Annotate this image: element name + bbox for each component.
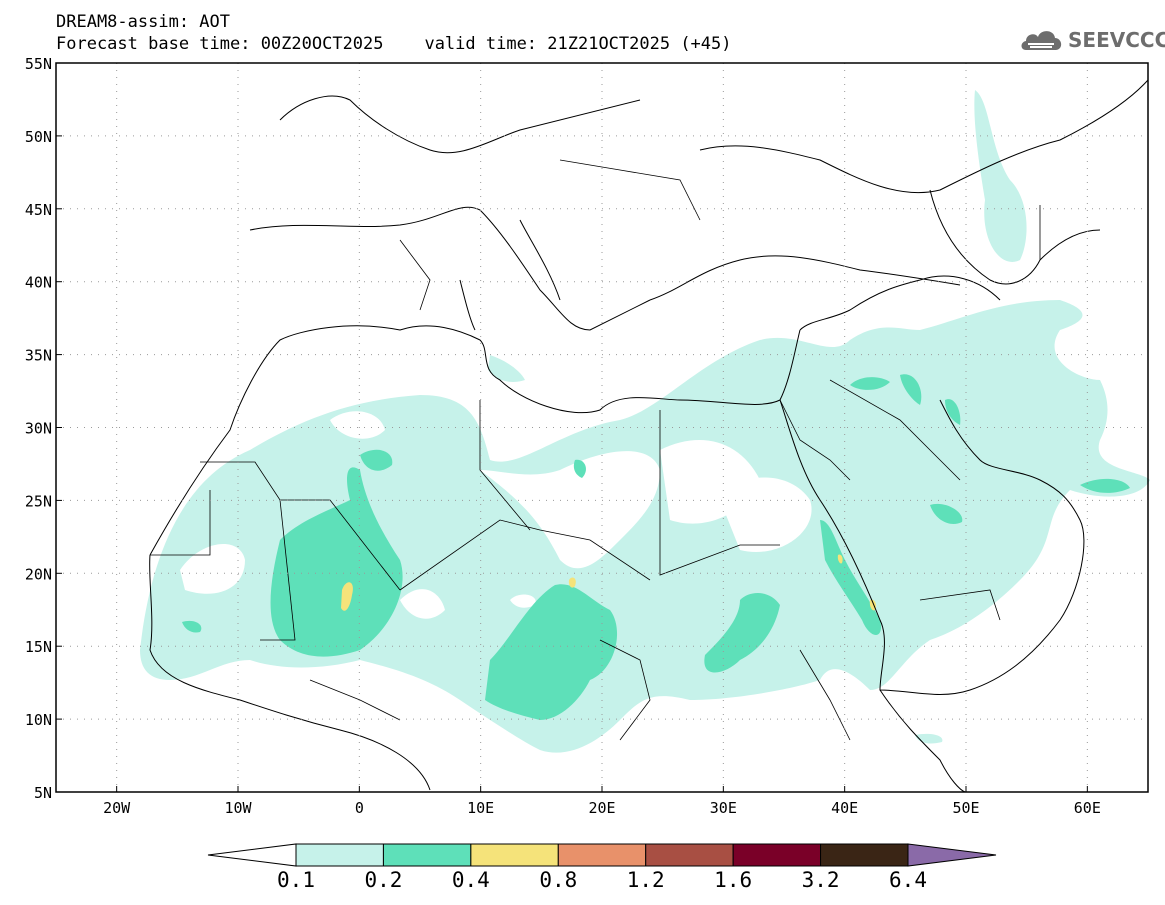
colorbar-label: 0.4 <box>451 868 490 892</box>
colorbar-cell <box>382 843 472 867</box>
country-borders <box>150 159 1041 741</box>
coastlines <box>149 79 1149 793</box>
lat-tick-label: 30N <box>25 420 52 438</box>
colorbar-over-arrow <box>907 843 997 867</box>
colorbar-under-arrow <box>207 843 297 867</box>
lon-tick-label: 40E <box>831 799 858 817</box>
lon-tick-label: 20E <box>588 799 615 817</box>
colorbar-label: 1.6 <box>714 868 753 892</box>
colorbar-label: 0.1 <box>277 868 315 892</box>
seevccc-logo: SEEVCCC <box>1018 22 1165 58</box>
lon-ticks: 20W 10W 0 10E 20E 30E 40E 50E 60E <box>103 786 1101 817</box>
cloud-icon <box>1021 31 1062 50</box>
lat-tick-label: 5N <box>34 784 52 802</box>
graticule <box>56 63 1148 792</box>
lat-tick-label: 45N <box>25 201 52 219</box>
lon-tick-label: 50E <box>952 799 979 817</box>
map-subtitle: Forecast base time: 00Z20OCT2025 valid t… <box>56 34 732 54</box>
colorbar-label: 0.8 <box>539 868 578 892</box>
colorbar-cell <box>557 843 647 867</box>
colorbar-cell <box>470 843 559 867</box>
lon-tick-label: 20W <box>103 799 131 817</box>
colorbar-label: 1.2 <box>626 868 665 892</box>
colorbar-cell <box>732 843 822 867</box>
lat-tick-label: 15N <box>25 638 52 656</box>
lat-tick-label: 35N <box>25 347 52 365</box>
colorbar-cell <box>820 843 909 867</box>
map-title: DREAM8-assim: AOT <box>56 12 230 32</box>
lat-tick-label: 55N <box>25 55 52 73</box>
lon-tick-label: 10E <box>467 799 494 817</box>
aot-fields <box>140 90 1150 753</box>
colorbar-cell <box>645 843 734 867</box>
colorbar-cell <box>295 843 384 867</box>
lon-tick-label: 10W <box>224 799 252 817</box>
lon-tick-label: 30E <box>710 799 737 817</box>
lon-tick-label: 60E <box>1074 799 1101 817</box>
lat-tick-label: 50N <box>25 128 52 146</box>
aot-contour-0.2 <box>182 374 1130 720</box>
lat-tick-label: 25N <box>25 492 52 510</box>
aot-contour-0.4 <box>341 554 877 611</box>
lat-tick-label: 40N <box>25 274 52 292</box>
colorbar-label: 6.4 <box>889 868 927 892</box>
colorbar-label: 0.2 <box>364 868 403 892</box>
logo-text: SEEVCCC <box>1068 28 1165 52</box>
aot-contour-0.1 <box>140 90 1150 753</box>
lon-tick-label: 0 <box>355 799 364 817</box>
lat-ticks: 5N 10N 15N 20N 25N 30N 35N 40N 45N 50N 55N <box>25 55 62 802</box>
colorbar-label: 3.2 <box>801 868 840 892</box>
lat-tick-label: 20N <box>25 565 52 583</box>
lat-tick-label: 10N <box>25 711 52 729</box>
